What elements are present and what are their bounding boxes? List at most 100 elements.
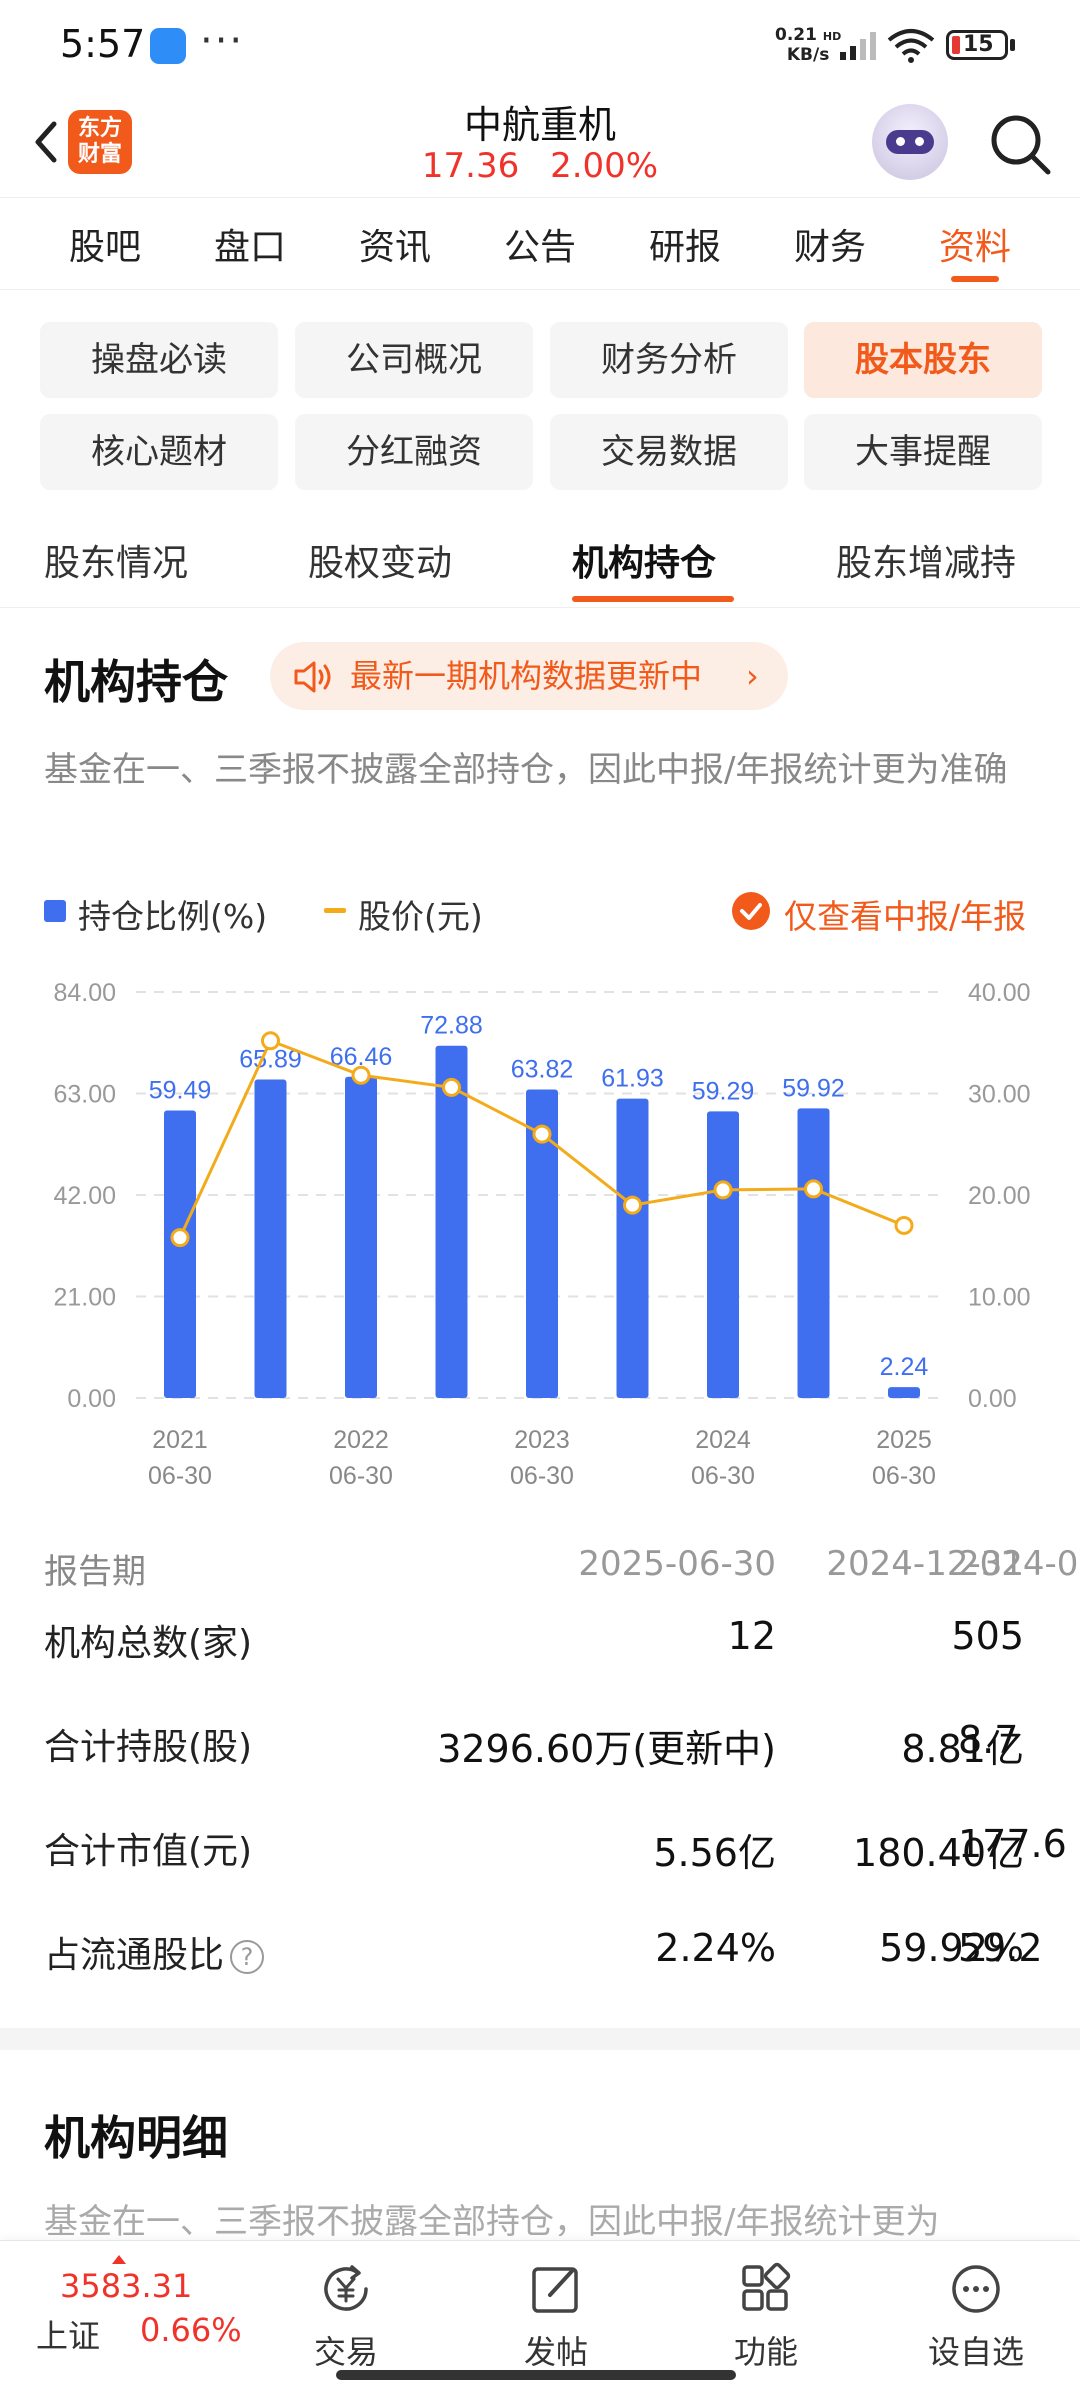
tab-news[interactable]: 资讯 <box>358 227 431 268</box>
table-cell: 5.56亿 <box>653 1831 776 1875</box>
bar-data-label: 59.92 <box>782 1074 845 1102</box>
active-tab-indicator <box>951 276 999 282</box>
tab-announcements[interactable]: 公告 <box>503 227 576 268</box>
x-tick-date: 06-30 <box>329 1462 393 1490</box>
disclosure-note: 基金在一、三季报不披露全部持仓，因此中报/年报统计更为准确 <box>44 750 1008 790</box>
table-cell: 177.6 <box>958 1822 1067 1866</box>
subtab-holding-changes[interactable]: 股东增减持 <box>836 543 1017 584</box>
table-cell: 180.40亿 <box>853 1831 1024 1875</box>
y-left-tick-label: 84.00 <box>53 979 116 1007</box>
home-indicator[interactable] <box>336 2370 736 2380</box>
table-row: 占流通股比? 2.24% 59.92% 59.2 <box>0 1926 1080 1996</box>
chip-financial-analysis[interactable]: 财务分析 <box>550 322 788 398</box>
yuan-refresh-icon <box>324 2265 368 2311</box>
price-point <box>804 1179 823 1199</box>
back-arrow-icon[interactable] <box>22 112 70 172</box>
tab-finance[interactable]: 财务 <box>793 227 866 268</box>
banner-text: 最新一期机构数据更新中 <box>350 657 703 695</box>
table-cell: 2.24% <box>655 1926 776 1970</box>
bar <box>435 1045 468 1398</box>
tab-pankou[interactable]: 盘口 <box>213 227 286 268</box>
table-cell: 8.7 <box>958 1718 1019 1762</box>
tab-profile[interactable]: 资料 <box>915 218 1035 282</box>
bar-legend-swatch <box>44 900 66 922</box>
bar-data-label: 72.88 <box>420 1012 483 1040</box>
stock-name: 中航重机 <box>463 103 616 147</box>
index-value[interactable]: 3583.31 <box>60 2267 193 2305</box>
index-change-pct[interactable]: 0.66% <box>140 2311 242 2349</box>
row-label: 合计持股(股) <box>44 1727 253 1768</box>
clock: 5:57 <box>60 22 146 66</box>
line-legend-swatch <box>324 908 346 913</box>
main-tabs: 股吧 盘口 资讯 公告 研报 财务 资料 <box>0 198 1080 290</box>
stock-price: 17.36 <box>421 146 520 186</box>
bar <box>164 1110 196 1398</box>
bar <box>526 1089 558 1398</box>
x-tick-year: 2023 <box>514 1426 570 1454</box>
chip-must-read[interactable]: 操盘必读 <box>40 322 278 398</box>
battery-cap <box>1010 39 1015 51</box>
table-cell: 59.2 <box>958 1926 1043 1970</box>
tab-research[interactable]: 研报 <box>648 227 721 268</box>
edit-icon <box>532 2267 578 2313</box>
bar-data-label: 59.49 <box>149 1076 212 1104</box>
y-left-tick-label: 0.00 <box>67 1385 116 1413</box>
bar-data-label: 2.24 <box>880 1353 929 1381</box>
network-speed: 0.21 HD KB/s <box>775 25 842 65</box>
grid-icon <box>742 2262 791 2311</box>
price-point <box>894 1215 914 1235</box>
bar-data-label: 59.29 <box>692 1077 755 1105</box>
y-left-tick-label: 42.00 <box>53 1182 116 1210</box>
more-notifications-icon: ··· <box>200 18 245 64</box>
wifi-icon <box>887 29 935 63</box>
status-bar: 5:57 ··· 0.21 HD KB/s 15 <box>0 0 1080 90</box>
header-label: 报告期 <box>44 1552 146 1592</box>
help-icon[interactable]: ? <box>230 1940 265 1974</box>
x-tick-date: 06-30 <box>148 1462 212 1490</box>
price-point <box>713 1180 733 1200</box>
search-icon[interactable] <box>986 110 1056 180</box>
bar-data-label: 61.93 <box>601 1065 664 1093</box>
row-label: 机构总数(家) <box>44 1623 253 1664</box>
index-name[interactable]: 上证 <box>36 2317 101 2355</box>
section-divider <box>0 2028 1080 2050</box>
tab-guba[interactable]: 股吧 <box>68 227 141 268</box>
checkmark-icon[interactable] <box>732 892 770 930</box>
row-label: 占流通股比? <box>44 1926 265 1978</box>
functions-label: 功能 <box>733 2333 798 2371</box>
speaker-icon <box>294 661 331 693</box>
x-tick-year: 2025 <box>876 1426 932 1454</box>
more-circle-icon <box>952 2265 1000 2313</box>
price-point <box>351 1065 371 1085</box>
subtab-equity-changes[interactable]: 股权变动 <box>308 543 453 584</box>
chip-company-overview[interactable]: 公司概况 <box>295 322 533 398</box>
y-left-tick-label: 63.00 <box>53 1081 116 1109</box>
table-cell: 3296.60万(更新中) <box>437 1727 776 1771</box>
chip-core-themes[interactable]: 核心题材 <box>40 414 278 490</box>
table-cell: 505 <box>951 1614 1024 1658</box>
chip-shareholders[interactable]: 股本股东 <box>804 322 1042 398</box>
section-title: 机构持仓 <box>44 655 228 709</box>
table-cell: 12 <box>727 1614 776 1658</box>
app-logo[interactable]: 东方 财富 <box>68 110 132 174</box>
chip-event-reminders[interactable]: 大事提醒 <box>804 414 1042 490</box>
price-point <box>170 1228 190 1248</box>
ai-assistant-avatar-icon[interactable] <box>872 104 948 180</box>
x-tick-year: 2021 <box>152 1426 208 1454</box>
price-point <box>623 1195 642 1215</box>
chip-trading-data[interactable]: 交易数据 <box>550 414 788 490</box>
chip-dividends-financing[interactable]: 分红融资 <box>295 414 533 490</box>
price-point <box>532 1124 552 1144</box>
price-point <box>442 1077 461 1097</box>
y-left-tick-label: 21.00 <box>53 1284 116 1312</box>
detail-section-title: 机构明细 <box>44 2111 228 2165</box>
subtab-institutional-holdings[interactable]: 机构持仓 <box>572 534 734 602</box>
line-legend-label: 股价(元) <box>358 897 483 936</box>
active-subtab-indicator <box>572 596 734 602</box>
y-right-tick-label: 20.00 <box>968 1182 1031 1210</box>
update-banner[interactable]: 最新一期机构数据更新中 › <box>270 642 788 710</box>
column-header: 2025-06-30 <box>578 1544 776 1584</box>
filter-semiannual-toggle[interactable]: 仅查看中报/年报 <box>784 897 1027 936</box>
subtab-shareholder-info[interactable]: 股东情况 <box>44 543 189 584</box>
sub-tabs: 股东情况 股权变动 机构持仓 股东增减持 <box>0 520 1080 608</box>
